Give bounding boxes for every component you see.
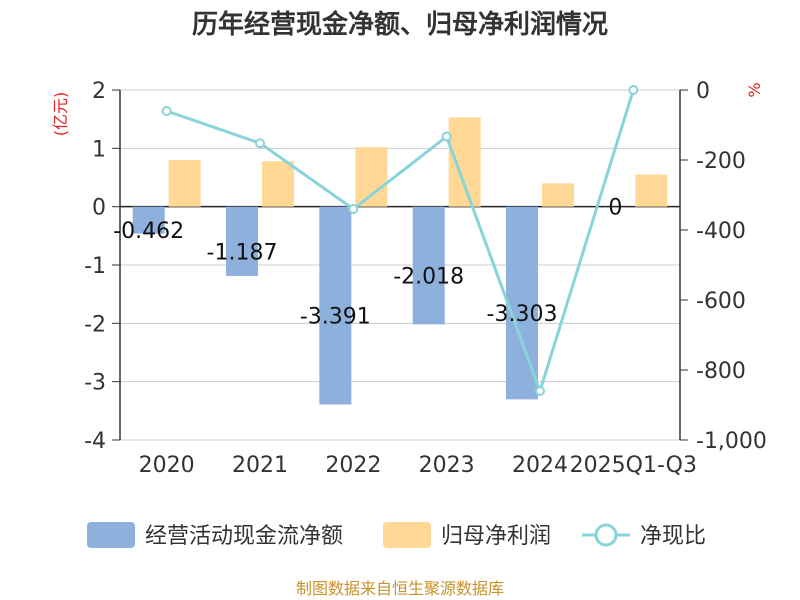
chart-title: 历年经营现金净额、归母净利润情况 xyxy=(192,9,608,40)
right-tick-label: -1,000 xyxy=(696,429,767,454)
left-tick-label: -3 xyxy=(84,371,106,396)
legend-label-ocf: 经营活动现金流净额 xyxy=(145,524,343,549)
category-label: 2024 xyxy=(512,453,568,478)
left-axis-unit: (亿元) xyxy=(51,92,70,137)
legend-label-ratio: 净现比 xyxy=(640,524,706,549)
left-tick-label: -2 xyxy=(84,312,106,337)
axes xyxy=(112,89,688,441)
ocf-bar xyxy=(412,206,445,325)
source-note: 制图数据来自恒生聚源数据库 xyxy=(296,579,504,598)
left-tick-label: -1 xyxy=(84,254,106,279)
left-tick-label: 1 xyxy=(92,137,106,162)
legend-swatch-profit xyxy=(383,522,431,548)
profit-bar xyxy=(635,174,668,207)
category-label: 2023 xyxy=(419,453,475,478)
legend-swatch-ocf xyxy=(87,522,135,548)
right-tick-label: -600 xyxy=(696,289,746,314)
ratio-point xyxy=(255,138,265,149)
ocf-data-label: 0 xyxy=(608,196,622,221)
ratio-point xyxy=(348,204,359,214)
legend-label-profit: 归母净利润 xyxy=(441,524,551,549)
ocf-data-label: -0.462 xyxy=(113,219,184,244)
category-label: 2021 xyxy=(232,453,288,478)
ocf-data-label: -1.187 xyxy=(207,240,278,265)
ocf-bar xyxy=(226,206,258,276)
right-tick-label: -800 xyxy=(696,359,746,384)
ratio-line xyxy=(161,85,639,396)
profit-bar xyxy=(262,161,294,207)
category-label: 2020 xyxy=(139,453,195,478)
profit-bar xyxy=(168,160,201,207)
category-label: 2025Q1-Q3 xyxy=(570,453,697,478)
ratio-polyline xyxy=(166,89,635,396)
ratio-point xyxy=(535,386,545,396)
ocf-bar xyxy=(319,206,352,405)
bars xyxy=(132,117,668,405)
right-tick-label: 0 xyxy=(696,79,710,104)
left-tick-label: -4 xyxy=(84,429,106,454)
tick-labels: 2 1 0 -1 -2 -3 -4 0 -200 -400 -600 -800 -1,000 2020 20… xyxy=(84,79,767,478)
right-tick-label: -200 xyxy=(696,149,746,174)
profit-bar xyxy=(542,183,574,207)
right-axis-unit: % xyxy=(745,82,764,97)
profit-bar xyxy=(448,117,481,207)
ocf-data-label: -3.303 xyxy=(487,302,558,327)
ratio-point xyxy=(441,131,452,142)
ocf-data-label: -3.391 xyxy=(300,305,371,330)
right-tick-label: -400 xyxy=(696,219,746,244)
legend-marker-ratio xyxy=(594,523,618,547)
gridlines xyxy=(120,89,680,441)
left-tick-label: 0 xyxy=(92,196,106,221)
legend: 经营活动现金流净额 归母净利润 净现比 xyxy=(87,522,706,549)
data-labels: -0.462 -1.187 -3.391 -2.018 -3.303 0 xyxy=(113,196,622,330)
category-label: 2022 xyxy=(325,453,381,478)
ratio-point xyxy=(161,106,172,116)
ratio-point xyxy=(628,85,639,95)
left-tick-label: 2 xyxy=(92,79,106,104)
ocf-data-label: -2.018 xyxy=(393,265,464,290)
profit-bar xyxy=(355,147,388,207)
ocf-bar xyxy=(132,206,165,234)
